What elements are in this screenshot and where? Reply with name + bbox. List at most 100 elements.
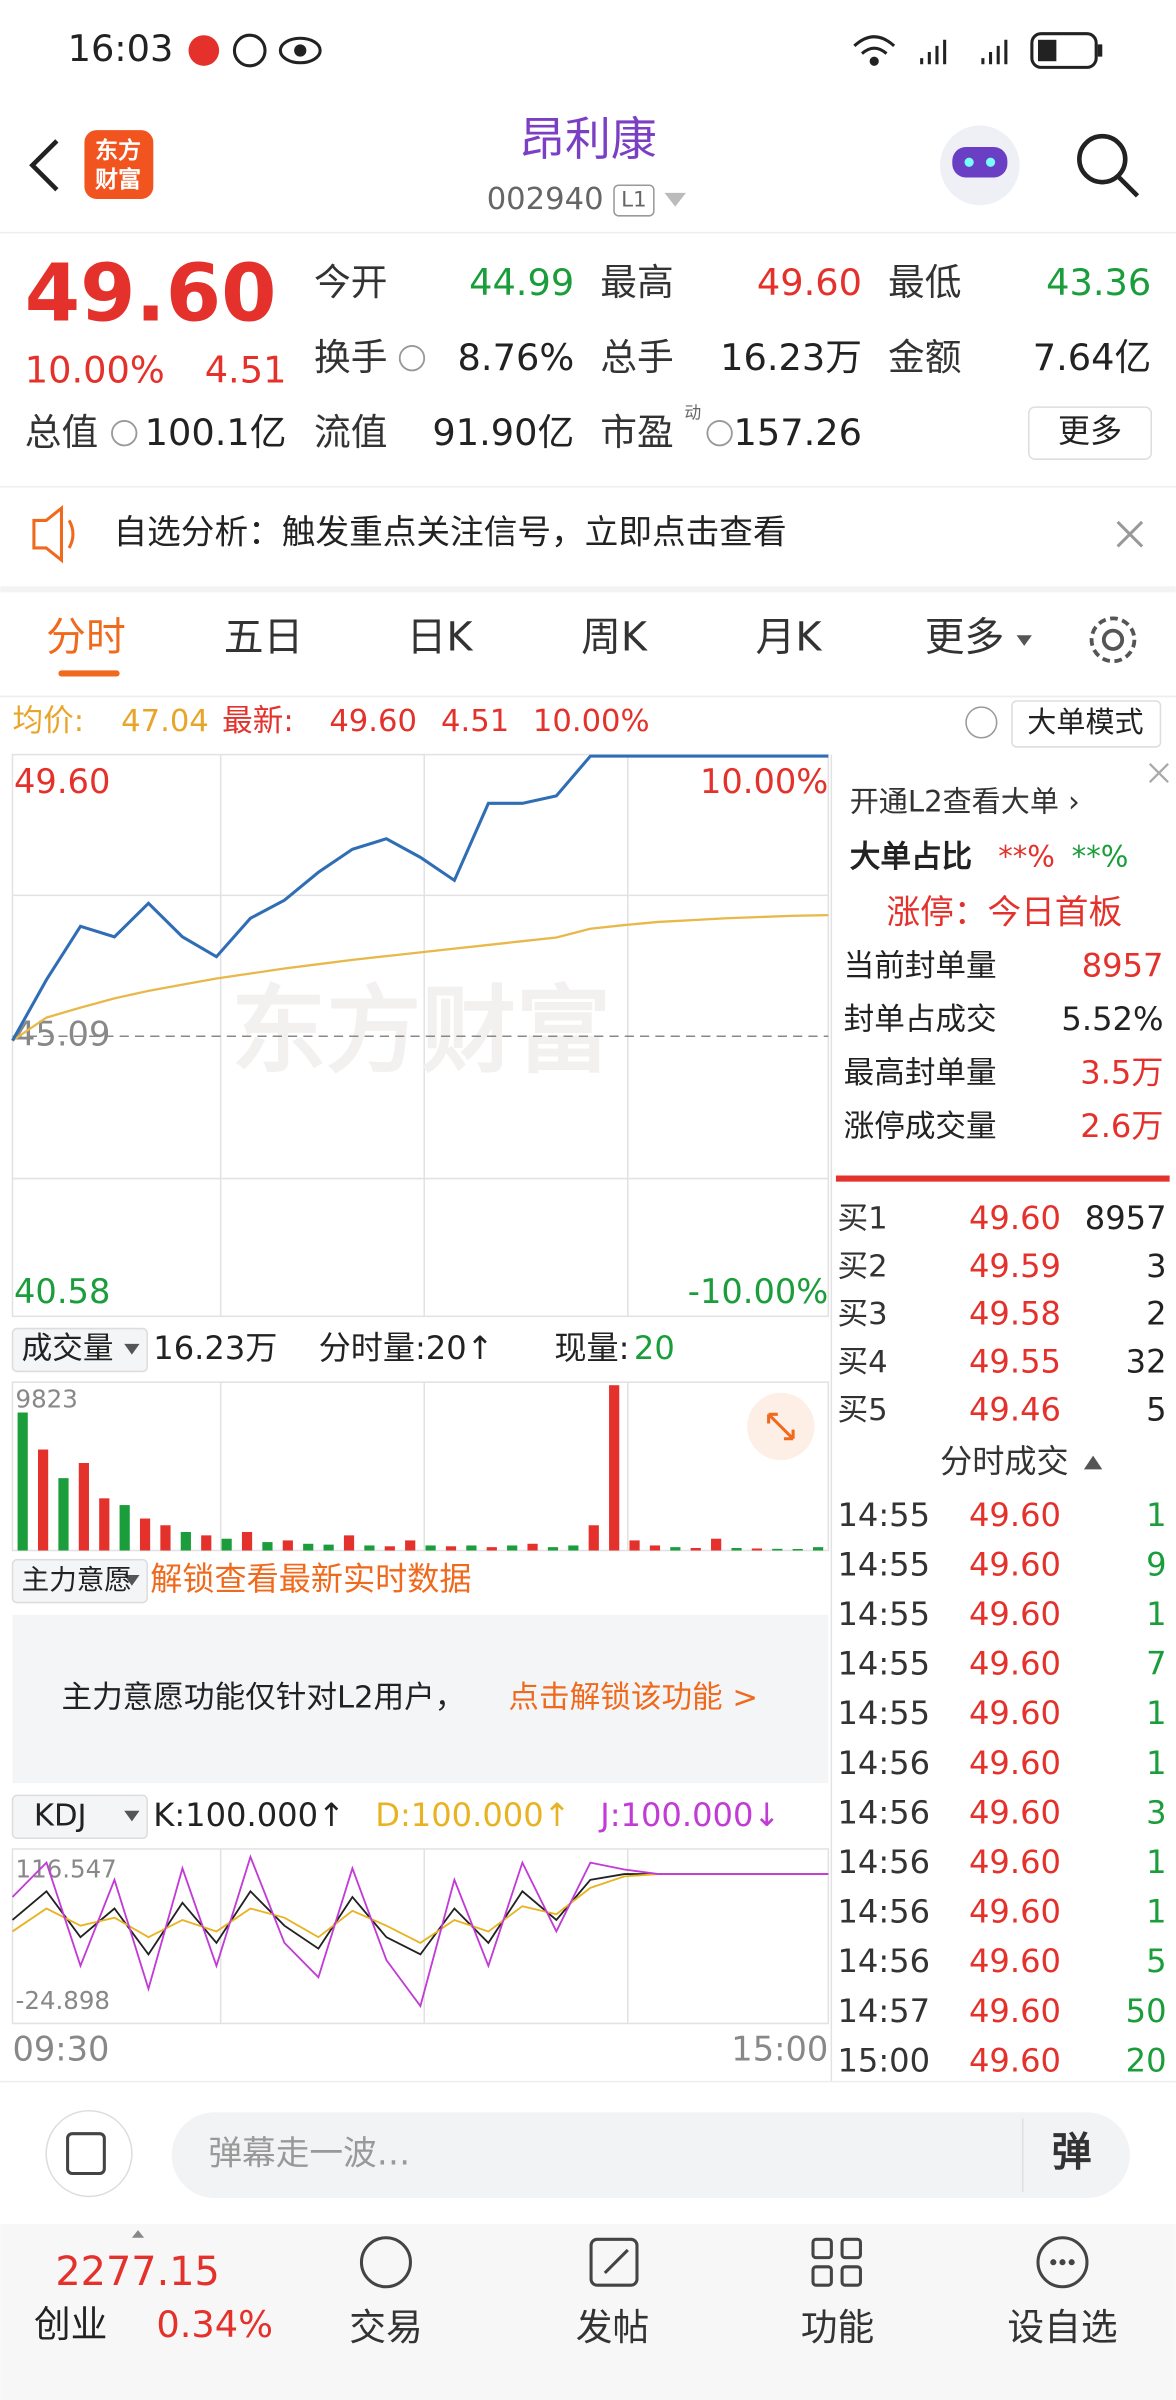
trade-volume: 9: [1146, 1545, 1166, 1583]
kdj-selector[interactable]: [11, 1794, 148, 1840]
volume-bar: [568, 1545, 579, 1551]
comment-placeholder[interactable]: 弹幕走一波…: [208, 2134, 410, 2173]
bid-volume: 2: [1146, 1295, 1166, 1333]
nav-item[interactable]: 交易: [349, 2306, 422, 2349]
notice-text[interactable]: 自选分析：触发重点关注信号，立即点击查看: [114, 513, 787, 552]
kdj-tick-label: -24.898: [16, 1986, 110, 2015]
limit-status: 涨停：今日首板: [887, 892, 1123, 931]
field-value: 8.76%: [458, 336, 575, 379]
trade-volume: 50: [1126, 1992, 1167, 2030]
unlock-text[interactable]: 解锁查看最新实时数据: [150, 1560, 471, 1598]
y-tick-label: 49.60: [14, 762, 110, 801]
index-value[interactable]: 2277.15: [55, 2249, 220, 2295]
unlock-link[interactable]: 点击解锁该功能 >: [508, 1680, 758, 1715]
field-value: 43.36: [1046, 261, 1151, 304]
trade-time: 14:55: [837, 1694, 930, 1732]
field-label: 总值: [25, 411, 98, 454]
nav-item[interactable]: 功能: [801, 2306, 874, 2349]
more-button[interactable]: [1028, 406, 1153, 460]
tab[interactable]: 更多: [925, 614, 1005, 660]
volume-bar: [711, 1538, 722, 1551]
back-button[interactable]: [29, 139, 59, 192]
x-label: 15:00: [731, 2030, 828, 2069]
volume-bar: [384, 1546, 395, 1551]
active-tab-underline: [58, 670, 120, 677]
change: 4.51: [205, 348, 287, 391]
volume-bar: [160, 1525, 171, 1551]
bid-price: 49.55: [969, 1343, 1061, 1381]
volume-selector[interactable]: [11, 1327, 148, 1373]
volume-bar: [323, 1544, 334, 1551]
tab[interactable]: 五日: [224, 614, 304, 660]
volume-bar: [241, 1531, 253, 1551]
status-icons: [188, 32, 1103, 69]
l2-link[interactable]: 开通L2查看大单 ›: [850, 785, 1080, 819]
trade-time: 14:56: [837, 1942, 930, 1980]
mode-button[interactable]: [1011, 700, 1162, 748]
volume-current-label: 现量:: [554, 1329, 629, 1367]
indicator-selector[interactable]: [11, 1558, 148, 1604]
limit-divider: [835, 1175, 1170, 1182]
field-value: 16.23万: [720, 336, 862, 379]
volume-label: 成交量: [22, 1332, 114, 1367]
volume-minute: 分时量:20↑: [319, 1329, 494, 1367]
field-label: 换手: [314, 336, 387, 379]
speaker-icon: [32, 504, 75, 564]
field-label: 最低: [888, 261, 961, 304]
volume-bar: [486, 1547, 497, 1551]
close-side[interactable]: [1148, 762, 1169, 783]
level: L1: [621, 188, 647, 213]
tab[interactable]: 周K: [581, 614, 648, 660]
logo-text: 东方: [95, 137, 141, 164]
trade-time: 14:55: [837, 1595, 930, 1633]
trade-volume: 7: [1146, 1645, 1166, 1683]
volume-bar: [180, 1531, 191, 1551]
trade-price: 49.60: [969, 1992, 1061, 2030]
field-value: 7.64亿: [1033, 336, 1151, 379]
y-tick-label: 45.09: [14, 1015, 110, 1054]
search-button[interactable]: [1077, 133, 1140, 198]
field-label: 金额: [888, 336, 961, 379]
comment-input[interactable]: [171, 2112, 1130, 2198]
volume-bar: [527, 1543, 538, 1551]
dropdown-arrow: [664, 192, 686, 207]
settings-button[interactable]: [1089, 616, 1137, 664]
robot-avatar[interactable]: [940, 125, 1020, 206]
trade-volume: 3: [1146, 1793, 1166, 1831]
bid-price: 49.59: [969, 1247, 1061, 1285]
index-pct: 0.34%: [156, 2303, 273, 2346]
tab[interactable]: 月K: [756, 614, 823, 660]
bid-volume: 8957: [1085, 1199, 1167, 1237]
nav-item[interactable]: 设自选: [1007, 2306, 1117, 2349]
avg-value: 47.04: [121, 704, 209, 739]
tab[interactable]: 日K: [407, 614, 474, 660]
help-icon[interactable]: [965, 706, 998, 739]
trades-title[interactable]: 分时成交: [940, 1442, 1068, 1480]
order-label: 涨停成交量: [844, 1110, 997, 1145]
trade-time: 14:55: [837, 1545, 930, 1583]
volume-bar: [588, 1525, 599, 1551]
volume-bar: [772, 1548, 783, 1551]
help[interactable]: 大单模式: [1027, 705, 1143, 739]
trade-time: 14:56: [837, 1893, 930, 1931]
danmaku-button[interactable]: 弹: [1052, 2130, 1092, 2176]
info-icons: [111, 344, 733, 447]
last-price: 49.60: [25, 246, 277, 339]
trade-price: 49.60: [969, 1545, 1061, 1583]
more-label[interactable]: 更多: [1058, 412, 1122, 450]
field-label: 最高: [600, 261, 673, 304]
trade-price: 49.60: [969, 1694, 1061, 1732]
tab[interactable]: 分时: [46, 614, 126, 660]
latest-change: 4.51: [441, 704, 509, 739]
stock-code: 002940: [487, 182, 604, 217]
comment-icon-button[interactable]: [45, 2109, 133, 2198]
x-label: 09:30: [12, 2030, 109, 2069]
close-notice[interactable]: [1116, 520, 1144, 548]
field-value: 44.99: [469, 261, 574, 304]
nav-item[interactable]: 发帖: [576, 2306, 649, 2349]
field-value: 157.26: [733, 411, 861, 454]
trade-price: 49.60: [969, 1893, 1061, 1931]
order-value: 8957: [1082, 946, 1164, 984]
kdj-tick-label: 116.547: [16, 1854, 117, 1883]
volume-bar: [119, 1505, 130, 1551]
